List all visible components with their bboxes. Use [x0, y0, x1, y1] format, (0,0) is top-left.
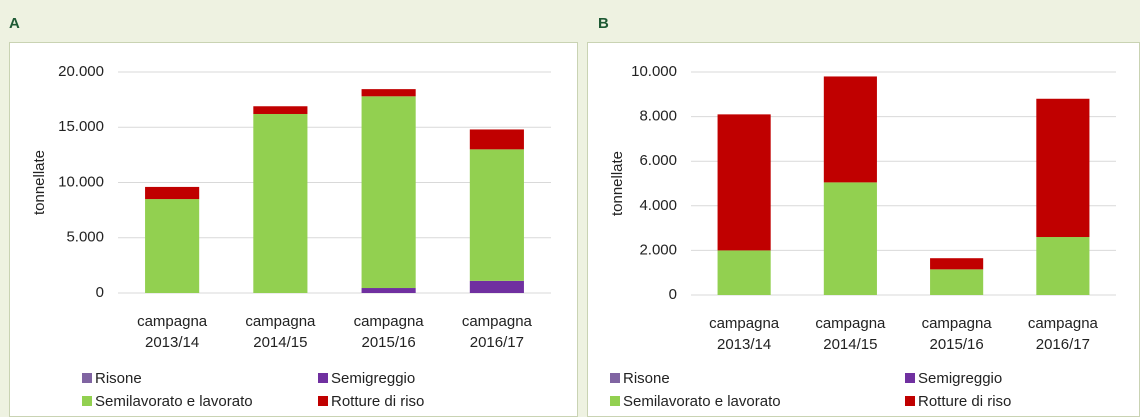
legend-swatch: [610, 396, 620, 406]
legend-swatch: [905, 396, 915, 406]
bar-segment: [469, 129, 524, 150]
y-tick-label: 4.000: [639, 197, 677, 214]
chart: 0 2.000 4.000 6.000 8.000 10.000 tonnellate Ris…: [609, 63, 1116, 410]
chart: 0 5.000 10.000 15.000 20.000 tonnellate Risone…: [31, 63, 551, 410]
bar-segment: [930, 258, 984, 270]
bar-segment: [361, 96, 416, 289]
legend-label: Rotture di riso: [331, 393, 424, 410]
bar-segment: [361, 288, 416, 293]
legend-label: Semigreggio: [918, 370, 1002, 387]
legend-label: Risone: [95, 370, 142, 387]
bar-segment: [145, 186, 200, 200]
legend-swatch: [610, 373, 620, 383]
x-tick-label: campagna 2014/15: [245, 313, 316, 351]
legend-label: Risone: [623, 370, 670, 387]
bar-segment: [823, 182, 877, 295]
legend-label: Semilavorato e lavorato: [95, 393, 253, 410]
x-tick-label: campagna 2016/17: [1027, 315, 1098, 353]
y-tick-label: 5.000: [66, 229, 104, 246]
y-axis-label: tonnellate: [609, 151, 626, 216]
panel-title: B: [598, 15, 609, 32]
legend-swatch: [318, 373, 328, 383]
bar-segment: [1036, 237, 1090, 295]
chart-panel: 0 5.000 10.000 15.000 20.000 tonnellate Risone…: [9, 42, 578, 417]
y-tick-label: 10.000: [58, 173, 104, 190]
y-tick-label: 15.000: [58, 118, 104, 135]
x-tick-label: campagna 2013/14: [709, 315, 780, 353]
bar-segment: [1036, 98, 1090, 238]
bar-segment: [469, 280, 524, 293]
bar-segment: [717, 114, 771, 251]
y-tick-label: 0: [669, 286, 677, 303]
legend-label: Rotture di riso: [918, 393, 1011, 410]
bar-segment: [361, 89, 416, 97]
bar-segment: [469, 149, 524, 281]
legend-label: Semilavorato e lavorato: [623, 393, 781, 410]
x-tick-label: campagna 2015/16: [353, 313, 424, 351]
y-tick-label: 8.000: [639, 108, 677, 125]
bar-segment: [823, 76, 877, 183]
panel-title: A: [9, 15, 20, 32]
y-tick-label: 0: [96, 284, 104, 301]
x-tick-label: campagna 2016/17: [461, 313, 532, 351]
bar-segment: [930, 269, 984, 295]
bar-segment: [717, 250, 771, 295]
bar-segment: [253, 106, 308, 114]
chart-panel: 0 2.000 4.000 6.000 8.000 10.000 tonnellate Ris…: [587, 42, 1140, 417]
y-axis-label: tonnellate: [31, 150, 48, 215]
y-tick-label: 6.000: [639, 152, 677, 169]
y-tick-label: 20.000: [58, 63, 104, 80]
y-tick-label: 2.000: [639, 241, 677, 258]
legend-label: Semigreggio: [331, 370, 415, 387]
bar-segment: [253, 113, 308, 294]
y-tick-label: 10.000: [631, 63, 677, 80]
x-tick-label: campagna 2015/16: [921, 315, 992, 353]
legend-swatch: [82, 396, 92, 406]
legend-swatch: [318, 396, 328, 406]
bar-segment: [145, 199, 200, 293]
x-tick-label: campagna 2014/15: [815, 315, 886, 353]
x-tick-label: campagna 2013/14: [137, 313, 208, 351]
legend-swatch: [82, 373, 92, 383]
legend-swatch: [905, 373, 915, 383]
